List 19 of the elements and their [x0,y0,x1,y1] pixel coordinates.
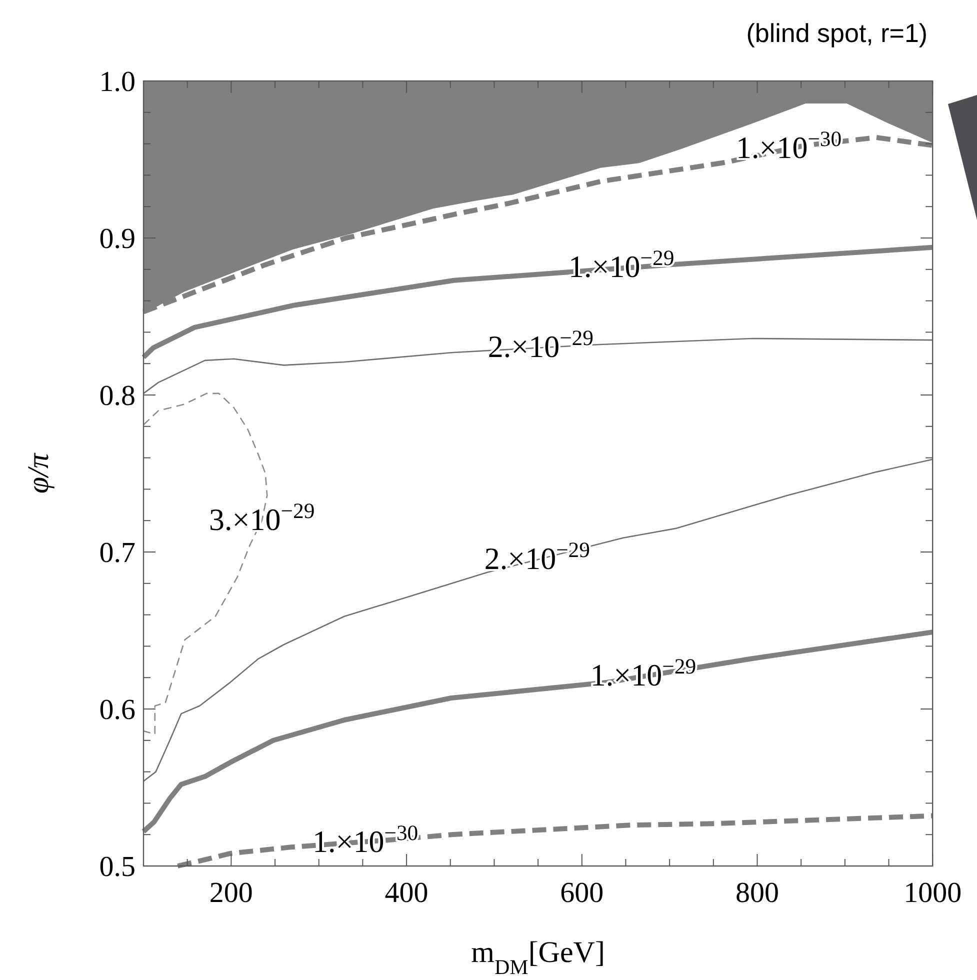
y-tick-label: 0.6 [99,694,136,726]
y-tick-label: 0.9 [99,223,136,255]
x-tick-label: 600 [560,877,604,909]
y-tick-label: 0.8 [99,380,136,412]
annotation: 3.×10$^{−29}$ [209,498,315,537]
annotation: 1.×10$^{−30}$ [312,820,418,859]
x-tick-label: 1000 [904,877,962,909]
y-tick-label: 0.7 [99,537,136,569]
x-tick-label: 400 [384,877,428,909]
y-tick-label: 0.5 [99,851,136,883]
x-tick-label: 800 [735,877,779,909]
annotation: 1.×10$^{−29}$ [590,654,696,692]
annotation: 1.×10$^{−29}$ [568,246,674,284]
x-tick-label: 200 [209,877,253,909]
x-axis-title: m$_{DM}$[GeV] [471,936,605,979]
y-axis-title: φ/π [22,452,55,494]
annotation: 1.×10$^{−30}$ [736,126,842,165]
chart-title: (blind spot, r=1) [746,18,928,48]
y-tick-label: 1.0 [99,66,136,98]
